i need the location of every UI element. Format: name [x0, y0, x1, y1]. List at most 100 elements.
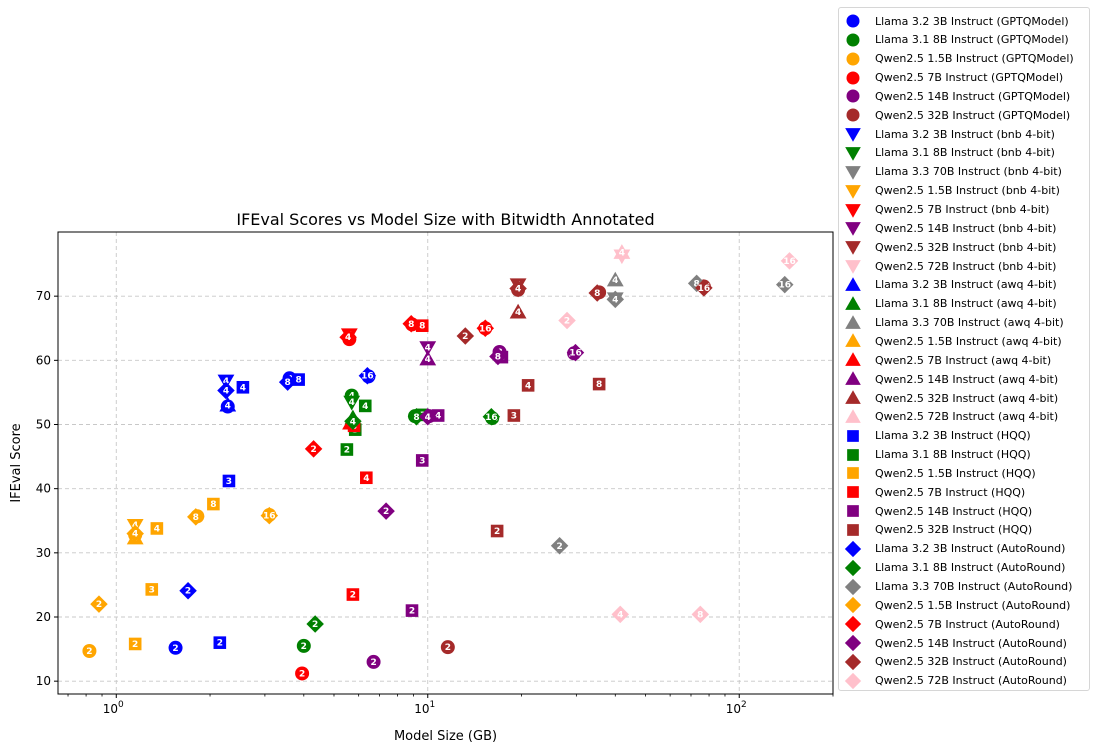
y-tick-label: 30: [36, 546, 51, 560]
legend-label: Qwen2.5 72B Instruct (bnb 4-bit): [875, 259, 1057, 273]
bitwidth-label: 2: [132, 640, 138, 650]
legend-marker: [844, 672, 862, 689]
data-point: [128, 637, 142, 651]
data-point: [145, 583, 159, 596]
legend-marker-shape: [844, 559, 862, 576]
legend-marker: [847, 486, 859, 499]
data-point: [419, 350, 437, 366]
data-point: [358, 366, 377, 385]
data-point: [691, 605, 710, 624]
bitwidth-label: 4: [525, 381, 531, 391]
plot-area: [58, 232, 833, 694]
legend-entry: Llama 3.2 3B Instruct (bnb 4-bit): [839, 125, 1055, 143]
legend-entry: Llama 3.3 70B Instruct (awq 4-bit): [839, 314, 1064, 332]
legend-label: Qwen2.5 1.5B Instruct (GPTQModel): [875, 52, 1074, 66]
legend-label: Llama 3.2 3B Instruct (AutoRound): [875, 542, 1066, 556]
data-point: [306, 615, 324, 633]
data-point: [440, 640, 455, 655]
legend-marker: [847, 524, 859, 536]
legend-entry: Qwen2.5 32B Instruct (AutoRound): [839, 653, 1067, 671]
legend-marker: [845, 222, 861, 237]
data-point: [360, 471, 373, 485]
series-group: 4: [343, 395, 361, 411]
legend-marker-shape: [845, 241, 861, 255]
data-point: [558, 311, 576, 330]
legend-marker-shape: [846, 108, 860, 122]
legend-marker-shape: [846, 14, 860, 28]
data-point: [405, 604, 419, 617]
legend-entry: Llama 3.1 8B Instruct (GPTQModel): [839, 31, 1069, 49]
legend-marker-shape: [845, 222, 861, 237]
legend-label: Llama 3.2 3B Instruct (HQQ): [875, 429, 1031, 443]
data-point: [296, 638, 311, 653]
legend-entry: Llama 3.2 3B Instruct (GPTQModel): [839, 12, 1069, 30]
legend-marker: [844, 653, 862, 671]
bitwidth-label: 4: [435, 412, 441, 422]
legend-marker-shape: [846, 33, 860, 47]
legend-entry: Llama 3.1 8B Instruct (AutoRound): [839, 559, 1065, 577]
x-tick-label: 101: [414, 700, 435, 716]
bitwidth-label: 8: [596, 380, 602, 390]
bitwidth-label: 4: [612, 295, 618, 305]
y-tick-label: 70: [36, 289, 51, 303]
legend-label: Llama 3.1 8B Instruct (HQQ): [875, 448, 1031, 462]
legend-entry: Qwen2.5 72B Instruct (AutoRound): [839, 672, 1067, 690]
legend-marker: [845, 333, 861, 348]
data-point: [82, 644, 97, 659]
data-point: [343, 395, 361, 411]
legend-label: Llama 3.1 8B Instruct (AutoRound): [875, 561, 1066, 575]
data-point: [150, 522, 164, 535]
bitwidth-label: 2: [172, 644, 178, 654]
data-point: [588, 284, 606, 302]
scatter-chart: 2481624816248162481624816248164444444444…: [9, 210, 834, 744]
legend-label: Qwen2.5 7B Instruct (HQQ): [875, 485, 1026, 499]
legend-entry: Qwen2.5 72B Instruct (bnb 4-bit): [839, 257, 1056, 275]
data-point: [419, 341, 437, 356]
data-point: [222, 474, 236, 488]
bitwidth-label: 16: [479, 324, 492, 334]
bitwidth-label: 2: [350, 591, 356, 601]
legend-marker: [847, 467, 859, 480]
legend-marker: [845, 165, 861, 180]
data-point: [366, 654, 381, 669]
bitwidth-label: 16: [485, 413, 498, 423]
bitwidth-label: 4: [362, 402, 368, 412]
legend-label: Qwen2.5 1.5B Instruct (HQQ): [875, 466, 1036, 480]
legend-marker-shape: [845, 277, 861, 291]
data-point: [168, 640, 183, 655]
legend-entry: Qwen2.5 32B Instruct (GPTQModel): [839, 106, 1070, 124]
data-point: [304, 440, 323, 458]
series-group: 4: [509, 303, 527, 319]
data-point: [295, 666, 310, 681]
data-point: [780, 252, 799, 270]
legend-entry: Qwen2.5 14B Instruct (HQQ): [839, 502, 1032, 520]
legend-marker: [846, 33, 860, 47]
legend-marker-shape: [846, 52, 860, 66]
data-point: [126, 524, 144, 543]
data-point: [407, 408, 426, 426]
legend-entry: Llama 3.2 3B Instruct (AutoRound): [839, 540, 1065, 558]
data-point: [521, 379, 535, 392]
y-tick-label: 60: [36, 353, 51, 367]
data-point: [507, 409, 521, 422]
legend-entry: Llama 3.1 8B Instruct (bnb 4-bit): [839, 144, 1055, 162]
data-point: [219, 396, 237, 412]
legend-marker-shape: [845, 409, 861, 423]
bitwidth-label: 8: [210, 500, 216, 510]
legend-marker: [845, 390, 861, 404]
legend-label: Qwen2.5 32B Instruct (HQQ): [875, 523, 1033, 537]
bitwidth-label: 2: [86, 647, 92, 657]
legend-entry: Llama 3.1 8B Instruct (awq 4-bit): [839, 295, 1057, 313]
plot-frame: [57, 231, 834, 695]
legend-marker: [845, 147, 861, 161]
bitwidth-label: 4: [612, 276, 618, 286]
legend-entry: Qwen2.5 7B Instruct (AutoRound): [839, 615, 1060, 633]
x-tick-exponent: 0: [118, 700, 124, 710]
legend-marker-shape: [844, 634, 862, 652]
